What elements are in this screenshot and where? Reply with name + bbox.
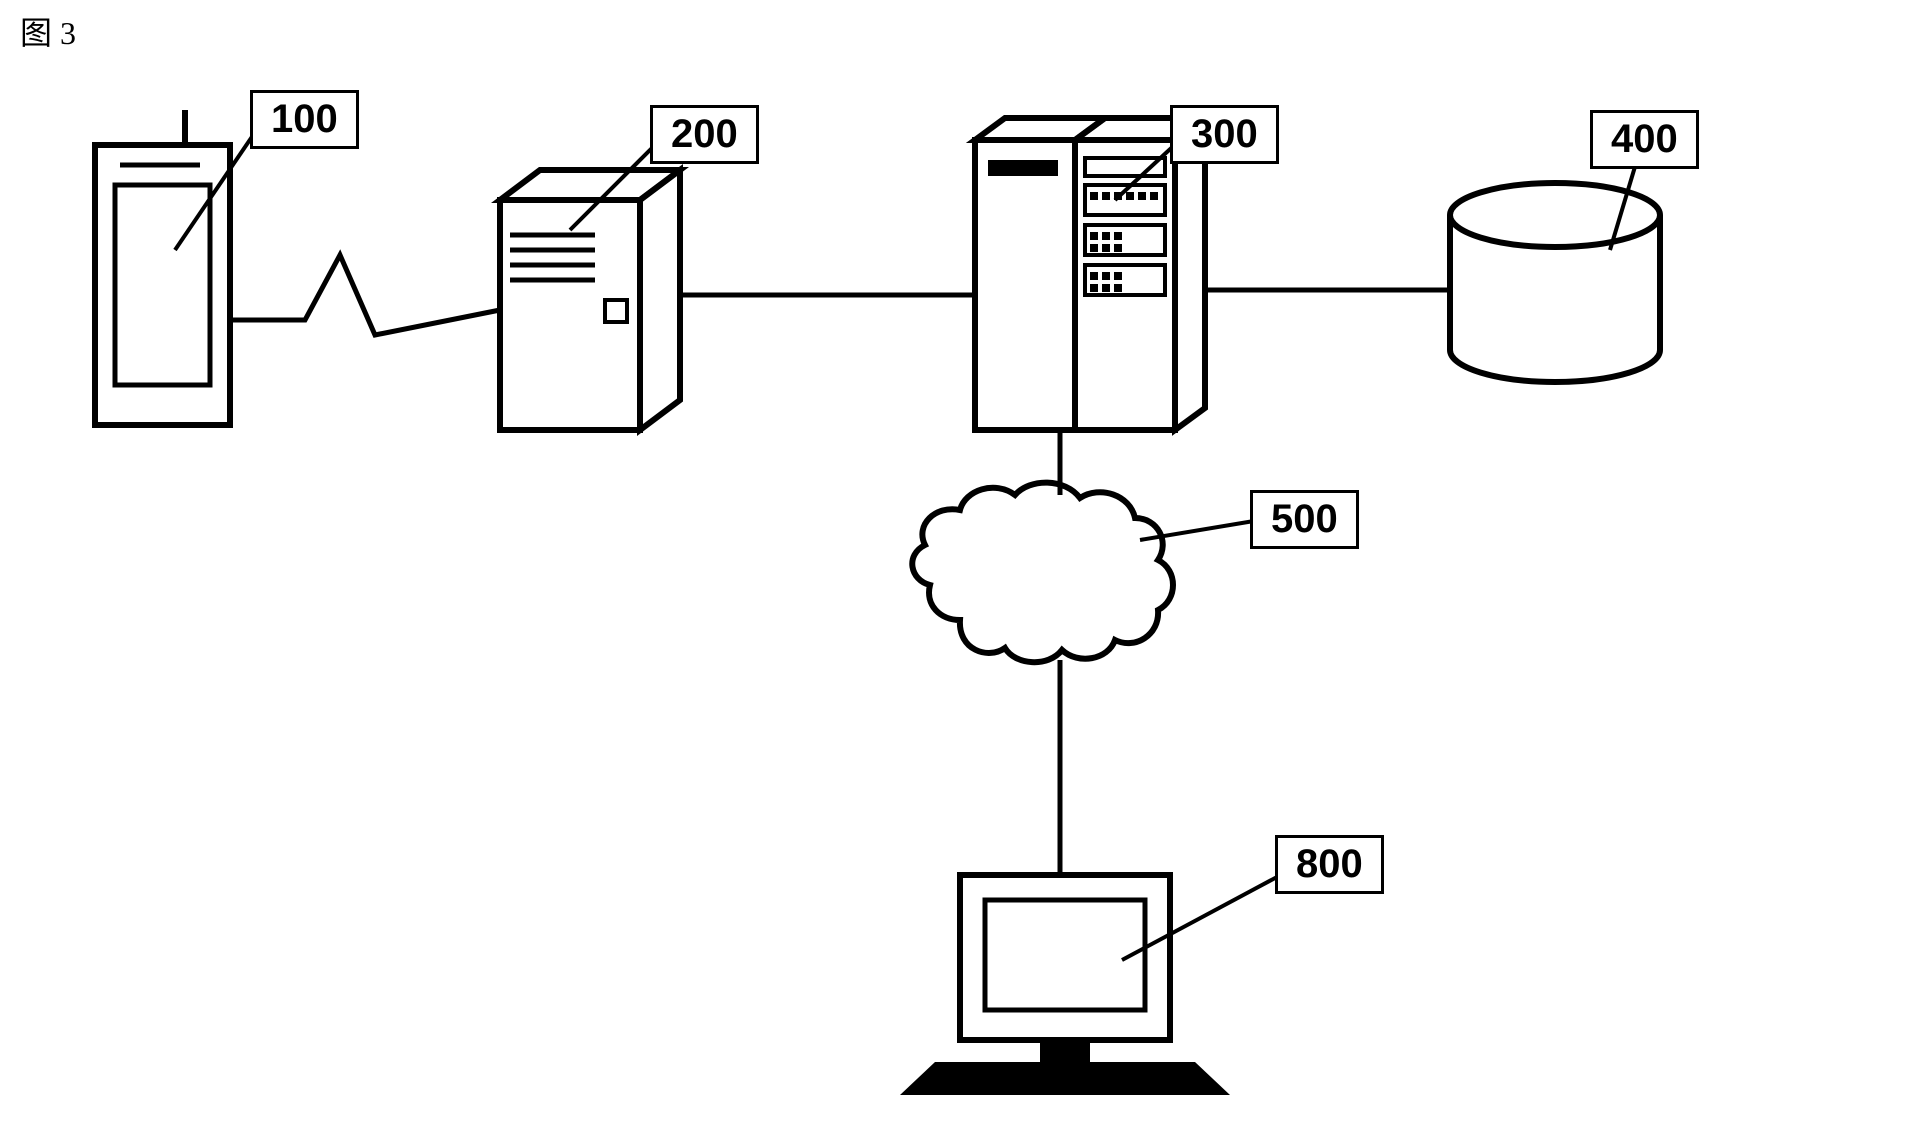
diagram-container: 图 3 — [0, 0, 1927, 1140]
computer-icon — [900, 875, 1230, 1095]
label-computer: 800 — [1275, 835, 1384, 894]
label-cloud: 500 — [1250, 490, 1359, 549]
label-gateway: 200 — [650, 105, 759, 164]
database-icon — [1450, 183, 1660, 382]
rack-server-icon — [975, 118, 1205, 430]
cloud-icon — [912, 483, 1173, 663]
label-database: 400 — [1590, 110, 1699, 169]
label-mobile: 100 — [250, 90, 359, 149]
mobile-device-icon — [95, 110, 230, 425]
edge-mobile-gateway — [230, 255, 500, 335]
label-server: 300 — [1170, 105, 1279, 164]
leader-gateway — [570, 140, 660, 230]
diagram-svg — [0, 0, 1927, 1140]
